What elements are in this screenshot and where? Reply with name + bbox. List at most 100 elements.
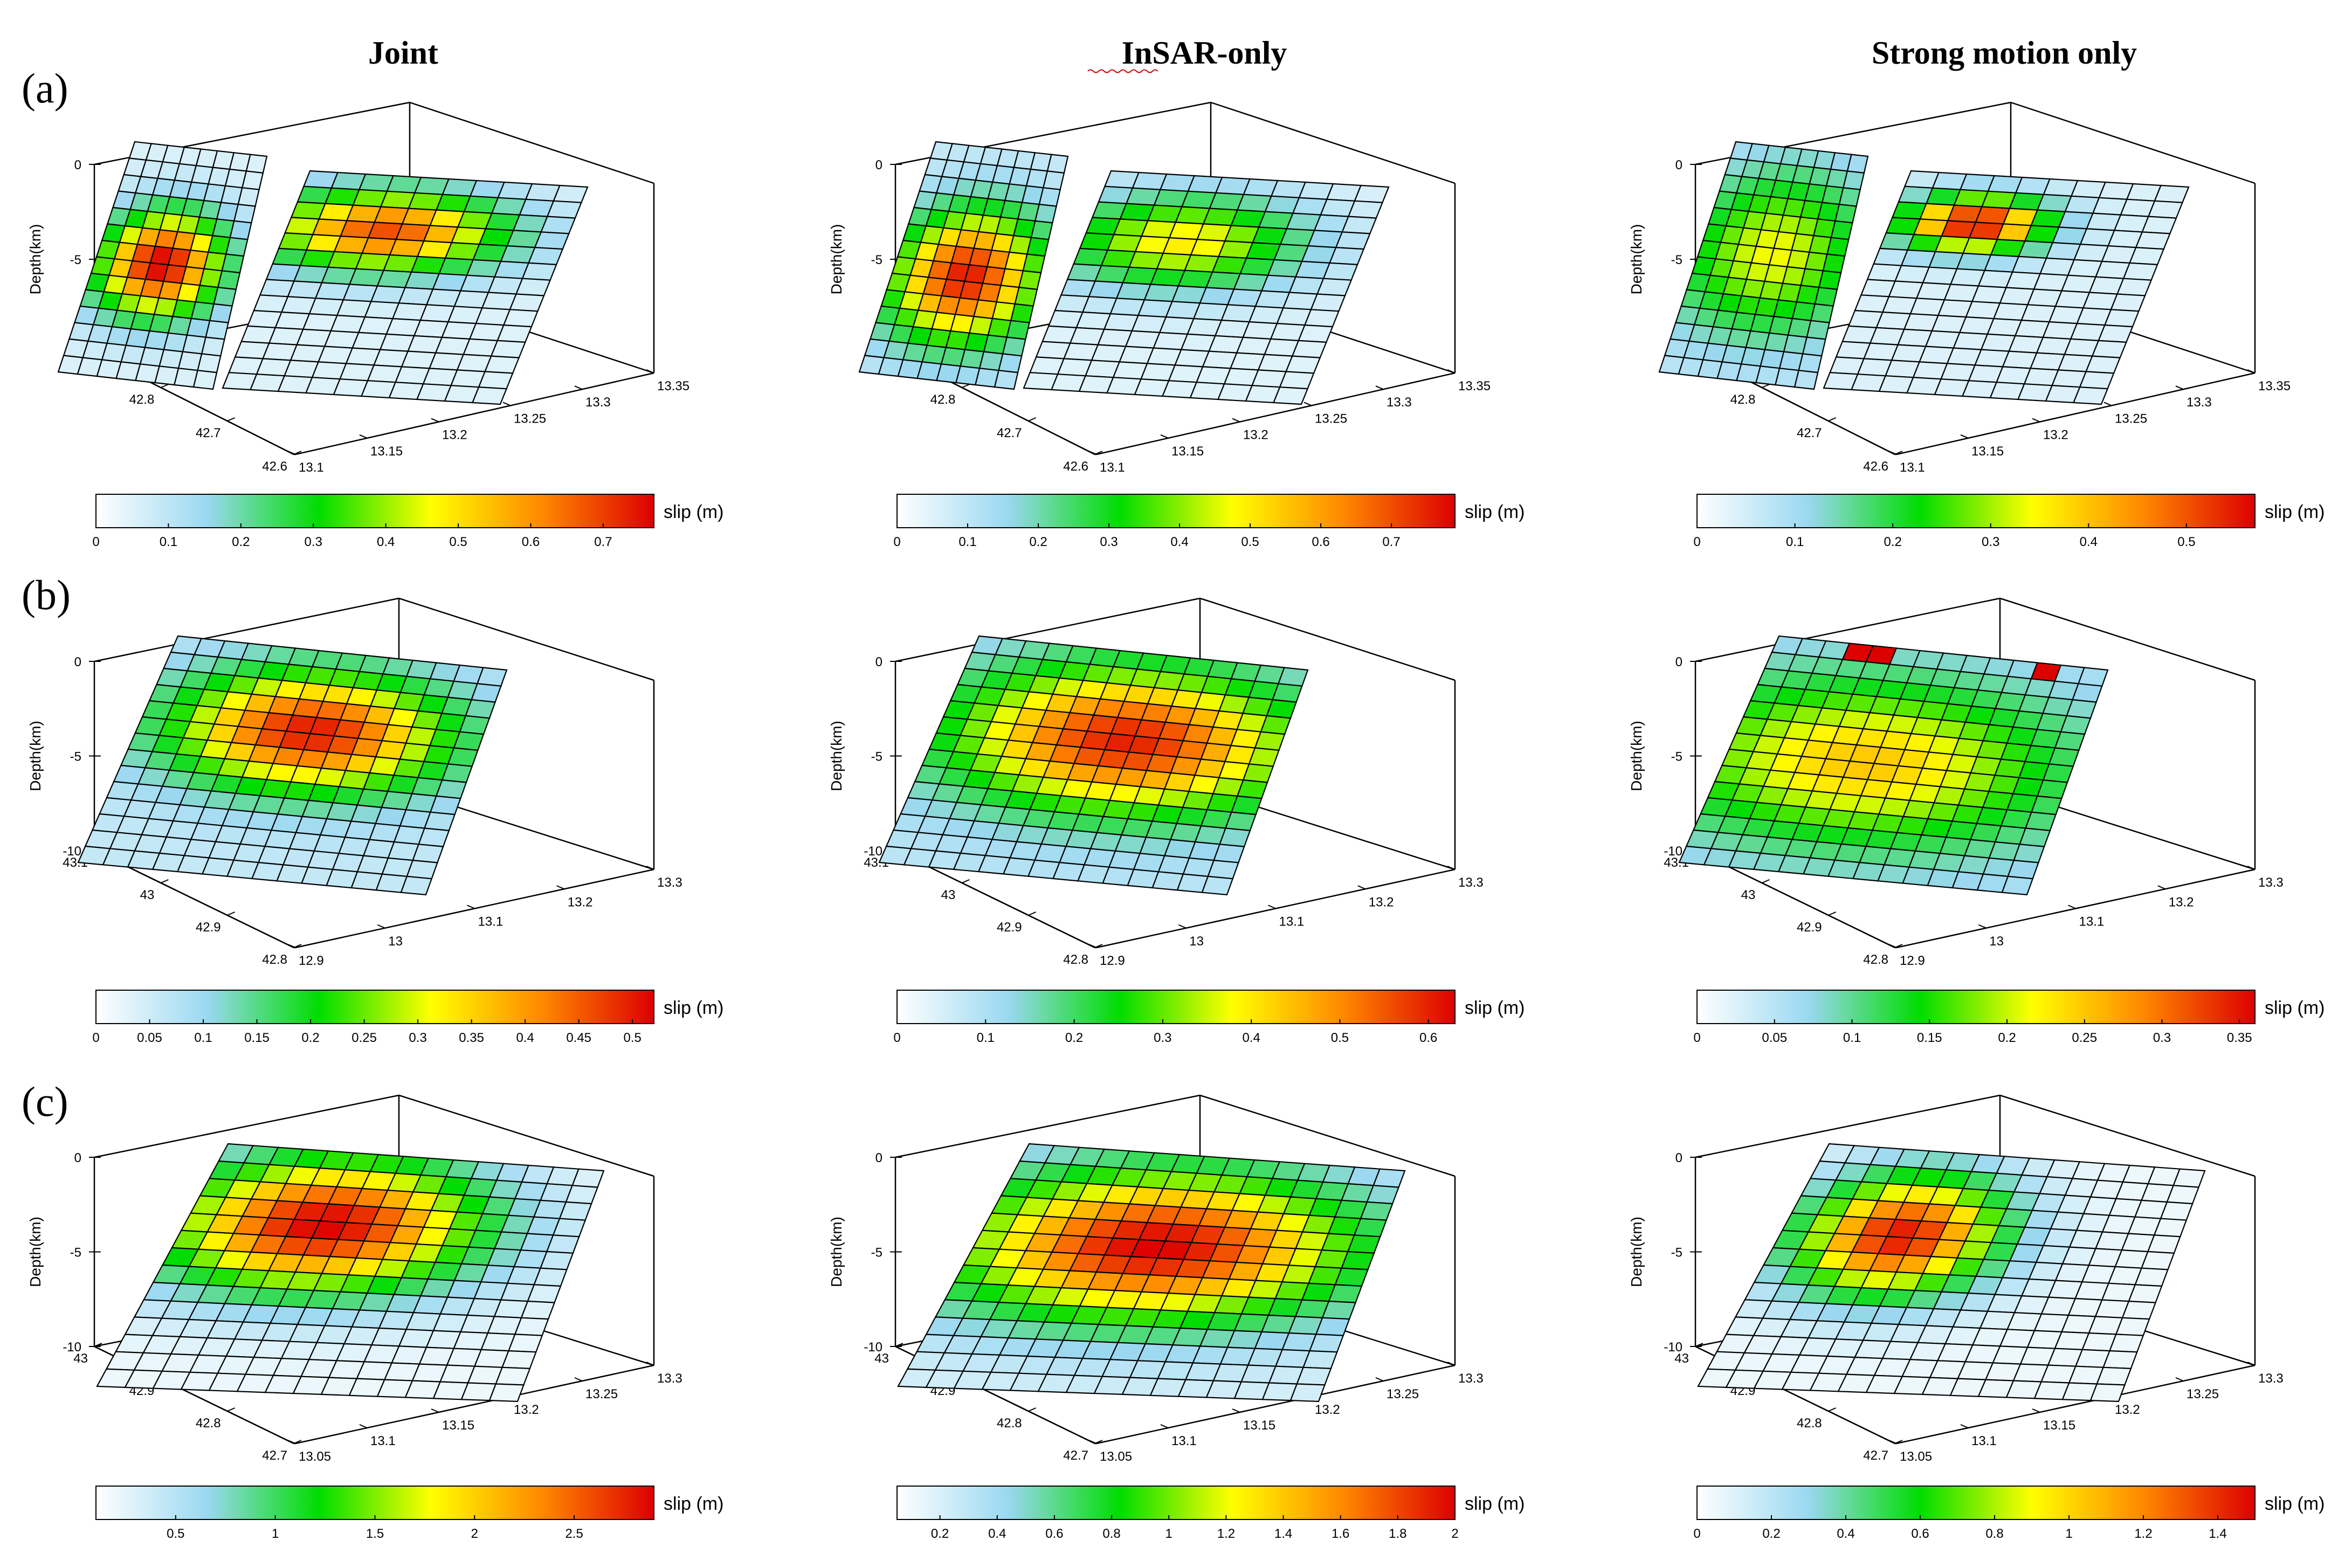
x-tick-mark [359, 1424, 368, 1428]
fault-plane-2 [1823, 170, 2190, 405]
row-label: (b) [22, 571, 71, 618]
z-tick-label: 0 [74, 655, 81, 669]
x-tick-label: 13.15 [370, 444, 403, 459]
slip-patch [1272, 683, 1303, 703]
colorbar-label: slip (m) [2265, 998, 2325, 1018]
slip-patch [2108, 1334, 2144, 1353]
y-tick-mark [1761, 384, 1770, 388]
slip-patch [552, 1218, 587, 1238]
z-tick-label: -5 [70, 253, 81, 267]
x-tick-label: 13.2 [568, 895, 593, 909]
slip-patch [1360, 1201, 1394, 1221]
x-axis-line [295, 372, 654, 455]
slip-patch [2096, 1366, 2132, 1386]
colorbar-tick-label: 0.5 [624, 1031, 642, 1045]
slip-patch [418, 827, 450, 847]
colorbar-label: slip (m) [664, 502, 723, 522]
x-tick-label: 13.15 [442, 1418, 474, 1433]
y-tick-label: 43 [1674, 1351, 1689, 1366]
colorbar-tick-label: 0.4 [1242, 1031, 1260, 1045]
y-tick-label: 42.8 [1863, 952, 1888, 967]
slip-patch [435, 779, 467, 799]
x-tick-label: 13.3 [1458, 1371, 1484, 1386]
fault-plane-2 [222, 170, 589, 405]
colorbar-tick-label: 0.4 [516, 1031, 534, 1045]
x-tick-mark [556, 885, 565, 890]
slip-patch [2054, 731, 2086, 751]
x-tick-label: 13.1 [1171, 1434, 1197, 1448]
x-tick-label: 13.3 [657, 1371, 682, 1386]
slip-patch [1289, 1383, 1326, 1403]
slip-patch [2172, 1168, 2206, 1188]
y-tick-mark [94, 1343, 102, 1347]
slip-panel-a-joint: 0-5-10Depth(km)42.942.842.742.613.113.15… [27, 101, 723, 549]
colorbar-tick-label: 0.2 [1762, 1526, 1780, 1541]
x-tick-label: 13.35 [657, 379, 689, 393]
y-tick-label: 42.7 [262, 1448, 287, 1463]
slip-patch [2091, 340, 2127, 358]
x-tick-mark [2032, 418, 2040, 423]
z-tick-label: 0 [875, 158, 882, 172]
slip-patch [209, 303, 233, 323]
slip-patch [553, 184, 589, 203]
colorbar-tick-label: 0.15 [1917, 1031, 1942, 1045]
slip-patch [1321, 1300, 1357, 1320]
slip-patch [1842, 170, 1865, 190]
slip-patch [540, 1251, 574, 1270]
slip-patch [515, 278, 551, 296]
y-tick-label: 42.8 [997, 1416, 1022, 1431]
colorbar-tick-label: 1 [1165, 1526, 1172, 1541]
slip-patch [1224, 811, 1257, 832]
x-tick-mark [646, 369, 654, 374]
slip-patch [1366, 1185, 1400, 1205]
slip-patch [447, 747, 479, 767]
slip-patch [2013, 844, 2045, 864]
slip-patch [1002, 336, 1026, 357]
x-tick-label: 13.25 [1387, 1387, 1419, 1401]
z-tick-label: -5 [70, 750, 81, 764]
x-tick-mark [2068, 904, 2076, 909]
back-top-right-line [1999, 597, 2256, 681]
colorbar-tick-label: 0 [1693, 1031, 1700, 1045]
colorbar-tick-label: 0.1 [958, 535, 976, 549]
x-tick-label: 13.3 [1387, 395, 1412, 410]
x-tick-mark [574, 1377, 583, 1382]
colorbar-tick-label: 0.3 [1982, 535, 1999, 549]
colorbar-tick-label: 0.2 [931, 1526, 949, 1541]
slip-patch [2129, 246, 2165, 266]
x-tick-mark [1888, 451, 1897, 455]
y-tick-label: 42.8 [129, 392, 155, 407]
slip-patch [1310, 293, 1346, 312]
back-top-right-line [1999, 1094, 2256, 1177]
slip-patch [1308, 1334, 1344, 1353]
slip-patch [221, 253, 245, 274]
slip-patch [1834, 203, 1857, 224]
back-top-right-line [398, 597, 654, 681]
y-tick-label: 42.9 [196, 920, 221, 935]
slip-patch [1372, 1168, 1406, 1188]
back-top-line [94, 597, 399, 662]
colorbar-tick-label: 0.05 [1762, 1031, 1787, 1045]
x-tick-label: 13.15 [2043, 1418, 2075, 1433]
slip-patch [1010, 303, 1034, 323]
slip-patch [245, 154, 268, 174]
slip-patch [2036, 779, 2068, 799]
x-tick-mark [1303, 402, 1312, 406]
x-tick-label: 12.9 [299, 954, 324, 968]
back-top-line [1695, 597, 2001, 662]
colorbar-tick-label: 0.05 [137, 1031, 162, 1045]
colorbar-tick-label: 0.6 [1911, 1526, 1929, 1541]
y-tick-label: 42.7 [1797, 426, 1822, 440]
colorbar-tick-label: 0.4 [377, 535, 395, 549]
x-tick-mark [1447, 866, 1456, 870]
slip-patch [2154, 184, 2190, 203]
z-tick-label: -10 [63, 1340, 81, 1355]
depth-axis-label: Depth(km) [27, 1217, 44, 1287]
slip-patch [1277, 667, 1309, 687]
x-tick-mark [1178, 924, 1187, 929]
slip-patch [1014, 286, 1038, 307]
slip-patch [484, 355, 520, 374]
